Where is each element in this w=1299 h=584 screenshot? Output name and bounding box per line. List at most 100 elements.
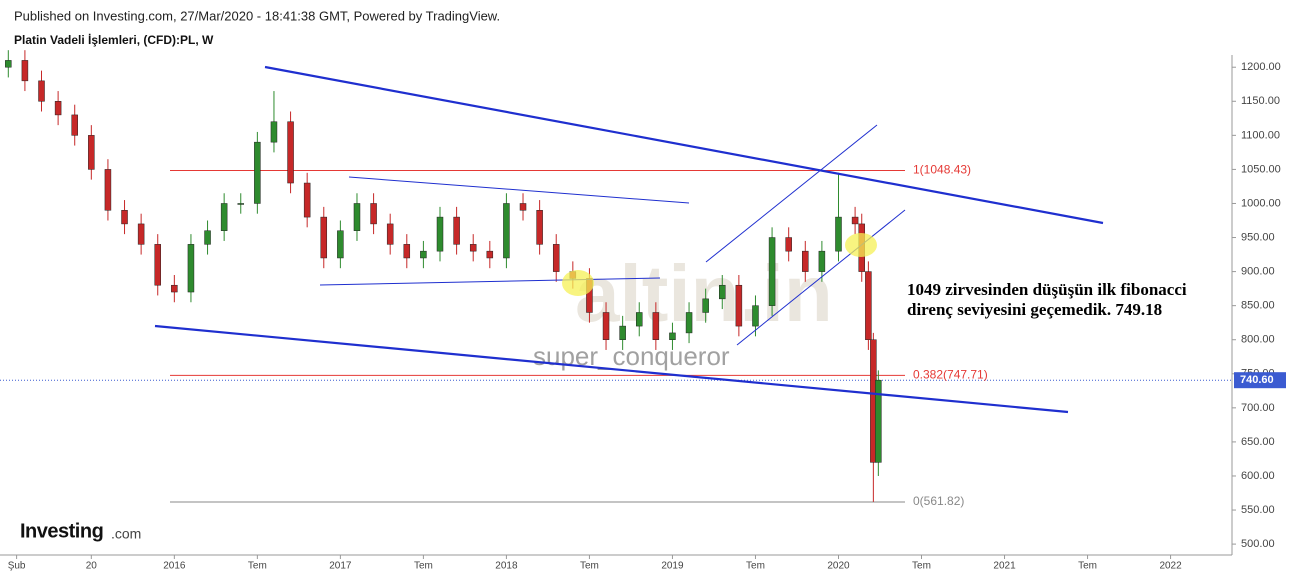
x-tick-label: Şub [8,561,26,572]
x-tick-label: 2020 [827,561,850,572]
candle-body [818,250,826,272]
candle-body [320,216,328,259]
watermark-user: super_conqueror [533,341,730,371]
x-tick-label: 2022 [1159,561,1182,572]
candle-body [802,250,809,272]
candle-body [652,312,660,340]
candle-body [353,203,361,231]
x-tick-label: 2017 [329,561,352,572]
candle-body [187,244,195,293]
x-tick-label: Tem [248,561,267,572]
candle-body [702,298,709,313]
candle-body [121,210,128,225]
candle-body [768,237,776,306]
candle-body [171,284,178,293]
y-tick-label: 700.00 [1241,402,1275,414]
y-tick-label: 850.00 [1241,300,1275,312]
trendline [154,324,1069,414]
trendlines [154,65,1104,414]
candle-body [287,121,294,184]
candle-body [220,203,228,231]
candle-body [469,244,477,252]
candle-body [865,271,872,340]
plot [0,50,1232,503]
chart-title: Platin Vadeli İşlemleri, (CFD):PL, W [14,32,214,47]
y-tick-label: 1150.00 [1241,95,1280,107]
candle-body [875,379,882,463]
fib-label: 0.382(747.71) [913,368,988,382]
trendline [348,176,690,204]
y-tick-label: 600.00 [1241,470,1275,482]
x-tick-label: 20 [86,561,98,572]
candle-body [519,203,527,211]
candle-body [719,284,726,300]
candle-body [453,216,460,245]
trendline [705,124,878,263]
candle-body [602,312,610,340]
header: Published on Investing.com, 27/Mar/2020 … [14,8,500,23]
candle-body [835,216,842,252]
fib-label: 0(561.82) [913,494,964,508]
candle-body [337,230,344,259]
x-tick-label: 2018 [495,561,518,572]
highlight [562,270,594,296]
candle-body [270,121,278,143]
x-tick-label: 2021 [993,561,1016,572]
candle-body [752,305,759,327]
candle-body [486,250,494,259]
y-tick-label: 650.00 [1241,436,1275,448]
annotation: direnç seviyesini geçemedik. 749.18 [907,300,1162,319]
y-tick-label: 1050.00 [1241,163,1281,175]
candle-body [685,312,693,334]
x-tick-label: Tem [414,561,433,572]
last-price-box [1234,372,1286,389]
x-tick-label: Tem [746,561,765,572]
trendline [319,277,661,286]
candle-body [785,237,792,252]
candle-body [503,203,510,259]
watermark-brand: altin.in [575,249,833,338]
y-tick-label: 550.00 [1241,504,1275,516]
candle-body [635,312,643,327]
fib-label: 1(1048.43) [913,163,971,177]
candle-body [137,223,145,245]
candle-body [386,223,394,245]
annotation: 1049 zirvesinden düşüşün ilk fibonacci [907,280,1187,299]
y-tick-label: 500.00 [1241,538,1275,550]
candle-body [71,114,78,136]
candle-body [420,250,427,259]
candle-body [5,60,12,68]
candle-body [54,101,62,116]
candle-body [619,325,626,340]
candle-body [204,230,211,245]
highlight [845,233,877,257]
x-tick-label: 2016 [163,561,186,572]
y-tick-label: 1100.00 [1241,129,1280,141]
candle-body [851,216,859,225]
logo: Investing [20,520,103,542]
y-tick-label: 950.00 [1241,231,1275,243]
y-tick-label: 1200.00 [1241,61,1281,73]
candle-body [552,244,560,272]
candle-body [735,284,743,327]
candle-body [303,182,311,218]
candle-body [254,141,261,204]
x-tick-label: Tem [580,561,599,572]
candle-body [88,135,95,170]
candle-body [370,203,377,225]
candle-body [436,216,444,252]
logo-suffix: .com [111,526,141,542]
candle-body [237,203,245,205]
candle-body [403,244,411,259]
candle-body [154,244,161,286]
y-tick-label: 900.00 [1241,266,1275,278]
candle-body [21,60,29,82]
last-price-label: 740.60 [1240,374,1274,386]
candle-body [38,80,45,102]
x-tick-label: Tem [1078,561,1097,572]
y-tick-label: 1000.00 [1241,197,1281,209]
trendline [264,65,1104,225]
trendline [736,209,906,346]
candle-body [669,332,676,340]
